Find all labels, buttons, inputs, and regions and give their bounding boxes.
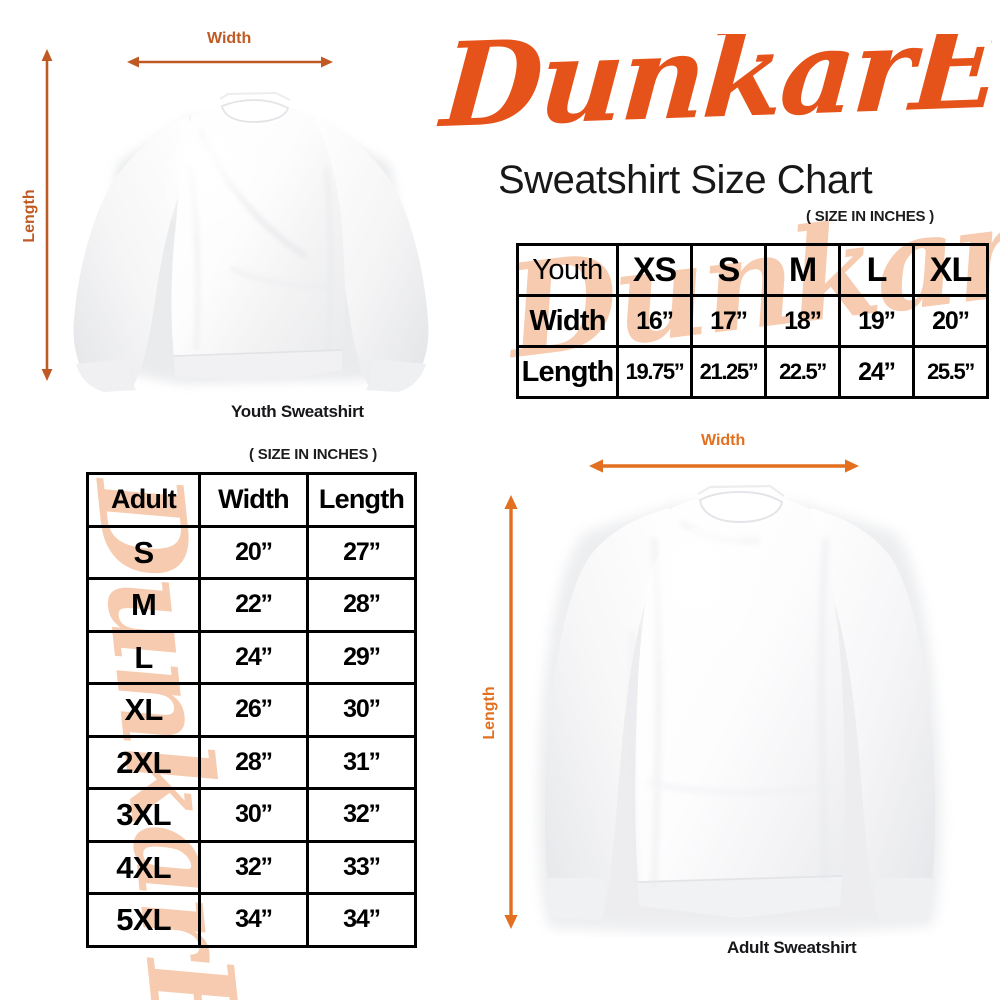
youth-width-s: 17”: [690, 294, 767, 348]
youth-sweatshirt-caption: Youth Sweatshirt: [231, 402, 364, 421]
youth-length-row-label: Length: [516, 345, 619, 399]
adult-length-label: Length: [481, 686, 498, 740]
youth-width-xl: 20”: [912, 294, 989, 348]
adult-size-3xl: 3XL: [86, 787, 201, 843]
adult-length-xl: 30”: [306, 682, 417, 738]
adult-width-label: Width: [701, 432, 746, 449]
adult-length-3xl: 32”: [306, 787, 417, 843]
youth-length-s: 21.25”: [690, 345, 767, 399]
youth-width-row-label: Width: [516, 294, 619, 348]
youth-size-m: M: [764, 243, 841, 297]
youth-size-s: S: [690, 243, 767, 297]
youth-size-xl: XL: [912, 243, 989, 297]
table-row-youth-header: Youth XS S M L XL: [516, 243, 989, 297]
adult-width-3xl: 30”: [198, 787, 309, 843]
youth-length-label: Length: [21, 189, 38, 243]
adult-width-l: 24”: [198, 629, 309, 685]
youth-length-arrow: [40, 48, 54, 382]
adult-sweatshirt-image: [537, 484, 942, 932]
adult-size-xl: XL: [86, 682, 201, 738]
adult-width-2xl: 28”: [198, 734, 309, 790]
adult-col-width: Width: [198, 472, 309, 528]
adult-width-m: 22”: [198, 577, 309, 633]
adult-length-m: 28”: [306, 577, 417, 633]
adult-length-arrow: [503, 494, 519, 930]
table-row: S 20” 27”: [86, 524, 417, 580]
youth-size-xs: XS: [616, 243, 693, 297]
adult-width-s: 20”: [198, 524, 309, 580]
table-row-youth-length: Length 19.75” 21.25” 22.5” 24” 25.5”: [516, 345, 989, 399]
youth-sweatshirt-image: [73, 91, 429, 392]
table-row: 3XL 30” 32”: [86, 787, 417, 843]
adult-width-4xl: 32”: [198, 839, 309, 895]
adult-units-note: ( SIZE IN INCHES ): [249, 446, 378, 463]
youth-width-l: 19”: [838, 294, 915, 348]
youth-length-m: 22.5”: [764, 345, 841, 399]
youth-size-table: Youth XS S M L XL Width 16” 17” 18” 19” …: [516, 243, 989, 399]
adult-width-5xl: 34”: [198, 892, 309, 948]
adult-size-l: L: [86, 629, 201, 685]
adult-length-4xl: 33”: [306, 839, 417, 895]
adult-size-table: Adult Width Length S 20” 27” M 22” 28” L…: [86, 472, 417, 948]
youth-length-xs: 19.75”: [616, 345, 693, 399]
table-row: XL 26” 30”: [86, 682, 417, 738]
adult-size-2xl: 2XL: [86, 734, 201, 790]
brand-logo-text: DunkarE: [437, 34, 992, 154]
adult-width-arrow: [588, 458, 860, 474]
adult-width-xl: 26”: [198, 682, 309, 738]
table-row: M 22” 28”: [86, 577, 417, 633]
adult-size-s: S: [86, 524, 201, 580]
youth-units-note: ( SIZE IN INCHES ): [806, 208, 935, 225]
page-title: Sweatshirt Size Chart: [498, 158, 873, 202]
youth-width-label: Width: [207, 30, 252, 47]
youth-width-xs: 16”: [616, 294, 693, 348]
table-row: 4XL 32” 33”: [86, 839, 417, 895]
table-row: 5XL 34” 34”: [86, 892, 417, 948]
adult-length-5xl: 34”: [306, 892, 417, 948]
youth-length-l: 24”: [838, 345, 915, 399]
adult-length-2xl: 31”: [306, 734, 417, 790]
adult-sweatshirt-caption: Adult Sweatshirt: [727, 938, 857, 957]
table-row: 2XL 28” 31”: [86, 734, 417, 790]
youth-width-m: 18”: [764, 294, 841, 348]
table-row-adult-header: Adult Width Length: [86, 472, 417, 528]
brand-logo: DunkarE: [432, 34, 992, 164]
table-row: L 24” 29”: [86, 629, 417, 685]
youth-width-arrow: [126, 55, 334, 69]
table-row-youth-width: Width 16” 17” 18” 19” 20”: [516, 294, 989, 348]
adult-length-s: 27”: [306, 524, 417, 580]
adult-size-m: M: [86, 577, 201, 633]
adult-size-5xl: 5XL: [86, 892, 201, 948]
adult-length-l: 29”: [306, 629, 417, 685]
adult-col-size: Adult: [86, 472, 201, 528]
adult-col-length: Length: [306, 472, 417, 528]
youth-length-xl: 25.5”: [912, 345, 989, 399]
adult-size-4xl: 4XL: [86, 839, 201, 895]
youth-header-label: Youth: [516, 243, 619, 297]
youth-size-l: L: [838, 243, 915, 297]
